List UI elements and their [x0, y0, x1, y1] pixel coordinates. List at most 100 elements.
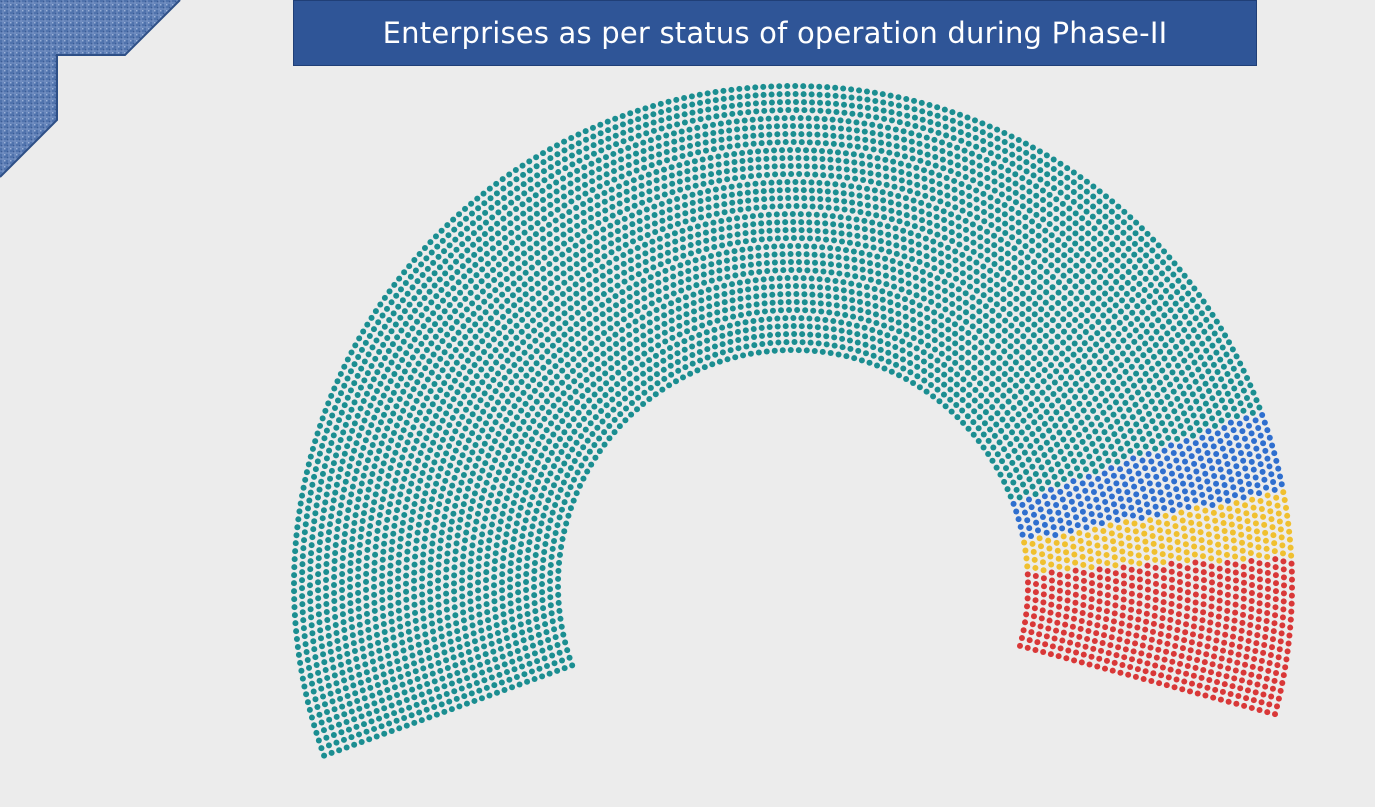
chart-dot: [716, 177, 723, 184]
chart-dot: [1124, 279, 1131, 286]
chart-dot: [343, 718, 350, 725]
chart-dot: [729, 305, 736, 312]
chart-dot: [795, 251, 802, 258]
chart-dot: [526, 343, 533, 350]
chart-dot: [1240, 611, 1247, 618]
chart-dot: [1036, 294, 1043, 301]
chart-dot: [965, 184, 972, 191]
chart-dot: [1133, 421, 1140, 428]
chart-dot: [1166, 462, 1173, 469]
chart-dot: [1036, 337, 1043, 344]
chart-dot: [326, 640, 333, 647]
chart-dot: [1177, 383, 1184, 390]
chart-dot: [1093, 534, 1100, 541]
chart-dot: [931, 256, 938, 263]
chart-dot: [832, 277, 839, 284]
chart-dot: [552, 217, 559, 224]
chart-dot: [1173, 376, 1180, 383]
chart-dot: [481, 298, 488, 305]
chart-dot: [1061, 328, 1067, 335]
chart-dot: [1108, 465, 1115, 472]
chart-dot: [880, 205, 887, 212]
chart-dot: [1024, 517, 1031, 524]
chart-dot: [506, 515, 513, 522]
chart-dot: [367, 522, 374, 529]
chart-dot: [481, 440, 488, 447]
chart-dot: [756, 172, 763, 179]
chart-dot: [509, 392, 516, 398]
chart-dot: [1067, 387, 1074, 394]
chart-dot: [790, 219, 797, 225]
chart-dot: [537, 332, 544, 339]
chart-dot: [740, 352, 747, 359]
chart-dot: [775, 331, 782, 338]
chart-dot: [904, 263, 911, 270]
chart-dot: [358, 738, 365, 745]
chart-dot: [996, 354, 1003, 361]
chart-dot: [476, 687, 483, 694]
chart-dot: [511, 302, 518, 309]
chart-dot: [1191, 543, 1198, 550]
chart-dot: [606, 422, 613, 429]
chart-dot: [1208, 579, 1215, 586]
chart-dot: [874, 163, 881, 170]
chart-dot: [561, 528, 568, 535]
chart-dot: [525, 383, 532, 390]
chart-dot: [409, 508, 416, 515]
chart-dot: [526, 539, 533, 546]
chart-dot: [547, 280, 554, 287]
chart-dot: [778, 307, 784, 314]
chart-dot: [501, 225, 508, 232]
chart-dot: [1102, 290, 1109, 297]
chart-dot: [966, 391, 973, 398]
chart-dot: [523, 571, 530, 578]
chart-dot: [958, 354, 965, 361]
chart-dot: [672, 247, 679, 254]
chart-dot: [1065, 581, 1071, 588]
chart-dot: [1078, 375, 1085, 382]
chart-dot: [380, 671, 387, 678]
chart-dot: [817, 204, 824, 211]
chart-dot: [1068, 498, 1075, 505]
chart-dot: [1073, 649, 1080, 656]
chart-dot: [1256, 600, 1263, 607]
chart-dot: [817, 195, 824, 202]
chart-dot: [523, 587, 530, 594]
chart-dot: [830, 140, 837, 147]
chart-dot: [348, 674, 355, 681]
chart-dot: [1134, 389, 1141, 396]
chart-dot: [495, 449, 502, 456]
chart-dot: [1029, 431, 1036, 438]
chart-dot: [822, 132, 829, 139]
chart-dot: [695, 149, 702, 156]
chart-dot: [342, 478, 349, 485]
chart-dot: [1124, 440, 1131, 447]
chart-dot: [478, 366, 485, 373]
chart-dot: [1012, 189, 1019, 196]
chart-dot: [545, 636, 552, 643]
chart-dot: [1043, 268, 1050, 275]
chart-dot: [482, 359, 489, 366]
chart-dot: [539, 564, 546, 571]
chart-dot: [1005, 176, 1012, 183]
chart-dot: [516, 425, 523, 432]
chart-dot: [1051, 635, 1058, 642]
chart-dot: [385, 445, 392, 452]
chart-dot: [1135, 291, 1142, 298]
chart-dot: [682, 364, 689, 371]
chart-dot: [1017, 442, 1024, 449]
chart-dot: [640, 148, 647, 155]
chart-dot: [908, 238, 915, 245]
chart-dot: [592, 267, 599, 274]
chart-dot: [1000, 276, 1007, 283]
chart-dot: [590, 381, 597, 388]
chart-dot: [958, 344, 965, 351]
chart-dot: [356, 621, 363, 628]
chart-dot: [807, 339, 814, 346]
chart-dot: [1174, 415, 1181, 422]
chart-dot: [561, 665, 568, 672]
chart-dot: [1025, 316, 1032, 323]
chart-dot: [330, 664, 337, 671]
chart-dot: [923, 388, 930, 395]
chart-dot: [1124, 489, 1131, 496]
